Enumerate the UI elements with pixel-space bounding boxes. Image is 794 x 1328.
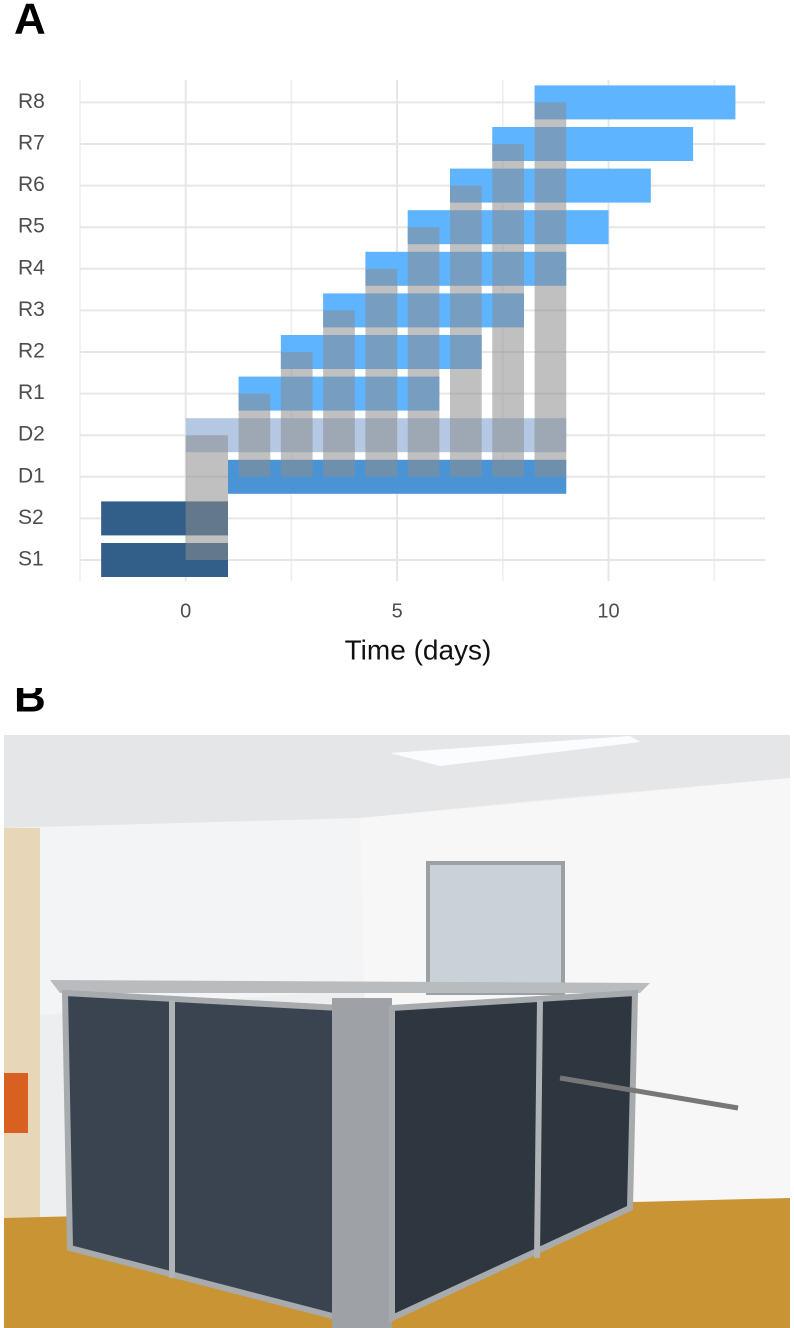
bar <box>492 127 694 161</box>
y-tick-label: R4 <box>18 256 45 279</box>
y-tick-label: R2 <box>18 340 45 363</box>
y-tick-label: D1 <box>18 464 45 487</box>
overlap-span <box>407 227 440 477</box>
y-tick-label: D2 <box>18 423 45 446</box>
y-tick-label: R7 <box>18 132 45 155</box>
overlap-span <box>492 144 524 477</box>
y-tick-label: R3 <box>18 298 45 321</box>
x-tick-label: 10 <box>597 600 619 622</box>
overlap-span <box>365 268 398 477</box>
overlap-span <box>185 435 228 560</box>
overlap-span <box>238 393 271 477</box>
y-tick-label: R1 <box>18 381 45 404</box>
x-tick-label: 5 <box>392 600 403 622</box>
photo <box>4 735 790 1328</box>
panel-label: A <box>14 0 46 44</box>
overlap-span <box>534 102 567 477</box>
chart: A Time (days) S1 S2 D1 D2 R1 R2 R3 R4 R5 R6 R7 R8 0 5… <box>14 0 765 665</box>
y-tick-label: S1 <box>18 548 44 571</box>
bar <box>534 85 736 120</box>
y-tick-label: R6 <box>18 173 45 196</box>
overlap-span <box>323 310 355 477</box>
x-axis-title: Time (days) <box>345 634 492 665</box>
y-tick-label: S2 <box>18 506 44 529</box>
y-tick-label: R5 <box>18 215 45 238</box>
overlap-span <box>449 185 482 477</box>
panel-label: B <box>14 688 46 722</box>
overlap-span <box>280 352 313 477</box>
photo-panel: B <box>4 688 790 1328</box>
y-tick-label: R8 <box>18 90 45 113</box>
x-tick-label: 0 <box>180 600 191 622</box>
